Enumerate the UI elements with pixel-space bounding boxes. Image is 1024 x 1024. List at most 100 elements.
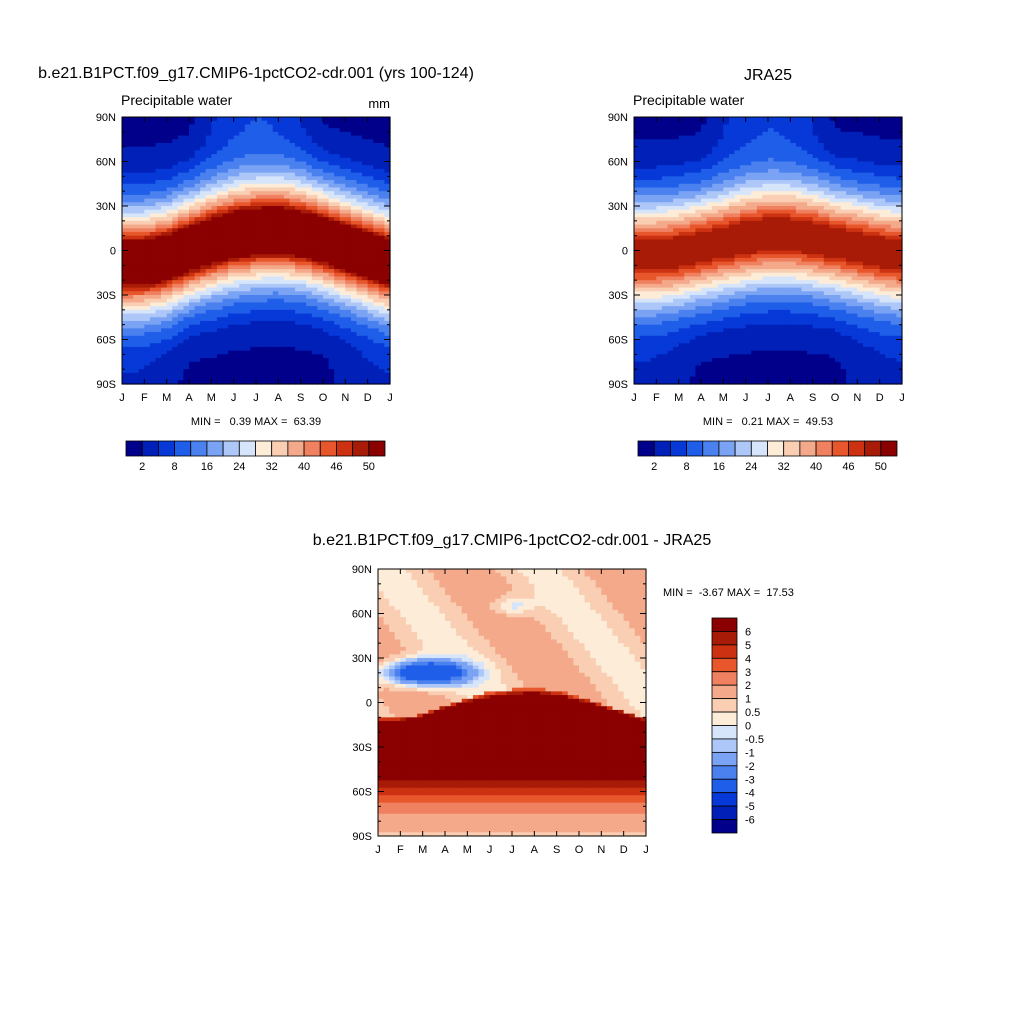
panel-2-cell (650, 317, 657, 322)
panel-1-cell (278, 157, 285, 163)
panel-2-cell (661, 280, 669, 285)
panel-1-cell (149, 117, 157, 122)
panel-2-cells (634, 117, 903, 385)
panel-2-cell (740, 213, 747, 218)
panel-2-cell (706, 302, 713, 307)
panel-1-cell (166, 243, 173, 248)
panel-2-cell (673, 187, 680, 192)
panel-1-cell (250, 224, 257, 229)
panel-1-cell (345, 165, 352, 170)
panel-2-cell (661, 346, 669, 352)
panel-1-cell (189, 369, 196, 374)
panel-2-cell (673, 332, 680, 337)
panel-2-cell (701, 346, 708, 352)
panel-1-cell (211, 165, 218, 170)
panel-2-cell (645, 209, 652, 215)
panel-2-cell (650, 261, 657, 266)
panel-1-cell (211, 313, 218, 318)
panel-1-cell (323, 142, 330, 148)
panel-1-cell (239, 346, 246, 352)
panel-1-cell (216, 380, 224, 385)
panel-1-cell (317, 161, 324, 166)
panel-2-cell (639, 168, 646, 174)
panel-2-cell (673, 139, 680, 144)
panel-1-cell (373, 343, 380, 348)
panel-2-cell (740, 161, 747, 166)
panel-1-cell (328, 135, 335, 140)
panel-1-cell (216, 350, 224, 355)
panel-1-cell (228, 309, 235, 315)
panel-1-cell (211, 283, 218, 289)
panel-1-cell (166, 142, 173, 148)
panel-1-cell (295, 220, 302, 226)
panel-1-cell (261, 202, 268, 207)
panel-1-cell (267, 120, 274, 126)
panel-2-cell (684, 191, 691, 196)
panel-1-cell (222, 168, 229, 174)
panel-1-cell (317, 243, 324, 248)
panel-2-cell (639, 335, 646, 341)
panel-1-cell (289, 154, 296, 159)
panel-1-cell (161, 272, 168, 278)
panel-1-cell (295, 365, 302, 370)
panel-2-cell (717, 295, 724, 300)
panel-1-cell (233, 276, 240, 281)
panel-2-cell (728, 269, 736, 274)
panel-2-cell (639, 372, 646, 378)
panel-1-cell (144, 198, 151, 203)
panel-2-cell (740, 332, 747, 337)
panel-2-cell (695, 128, 702, 133)
panel-1-cell (122, 168, 129, 174)
panel-1-cell (278, 343, 285, 348)
panel-2-cell (645, 376, 652, 381)
panel-1-cell (289, 139, 296, 144)
panel-1-cell (138, 339, 145, 344)
panel-1-cell (378, 217, 386, 222)
panel-1-cell (183, 254, 190, 259)
panel-1-cell (228, 180, 235, 185)
panel-2-cell (673, 146, 680, 151)
panel-1-cell (200, 276, 207, 281)
panel-1-cell (239, 135, 246, 140)
panel-1-cell (356, 150, 363, 155)
panel-1-cell (272, 317, 279, 322)
panel-1-cell (373, 135, 380, 140)
panel-1-cell (161, 313, 168, 318)
panel-1-cell (283, 335, 291, 341)
panel-1-cell (133, 231, 140, 237)
panel-1-cell (311, 302, 319, 307)
panel-2-cell (639, 213, 646, 218)
panel-2-cell (673, 150, 680, 155)
panel-2-cell (673, 254, 680, 259)
panel-1-cell (205, 165, 212, 170)
panel-1-cell (216, 146, 224, 151)
panel-2-cell (717, 365, 724, 370)
panel-1-cell (138, 361, 145, 367)
panel-1-cell (278, 317, 285, 322)
panel-1-cell (233, 354, 240, 359)
panel-1-cell (350, 187, 358, 192)
panel-2-cell (656, 231, 663, 237)
panel-1-cell (339, 324, 346, 329)
panel-3-stats: MIN = -3.67 MAX = 17.53 (663, 587, 794, 599)
panel-1-cell (183, 161, 190, 166)
panel-1-cell (373, 358, 380, 363)
panel-1-cell (339, 272, 346, 278)
panel-1-cell (278, 228, 285, 233)
panel-1-cell (205, 257, 212, 263)
panel-1-cell (323, 369, 330, 374)
panel-1-cell (317, 276, 324, 281)
panel-1-xtick-label: M (162, 392, 171, 404)
panel-1-cell (138, 191, 145, 196)
panel-2-cell (639, 120, 646, 126)
panel-2-cell (728, 120, 736, 126)
panel-1-cell (306, 380, 313, 385)
panel-1-cell (317, 157, 324, 163)
panel-1-cell (367, 380, 374, 385)
panel-2-cell (706, 354, 713, 359)
panel-1-cell (300, 191, 307, 196)
panel-1-cell (244, 332, 252, 337)
panel-1-cell (138, 172, 145, 177)
panel-2-cell (717, 198, 724, 203)
panel-1-cell (239, 231, 246, 237)
